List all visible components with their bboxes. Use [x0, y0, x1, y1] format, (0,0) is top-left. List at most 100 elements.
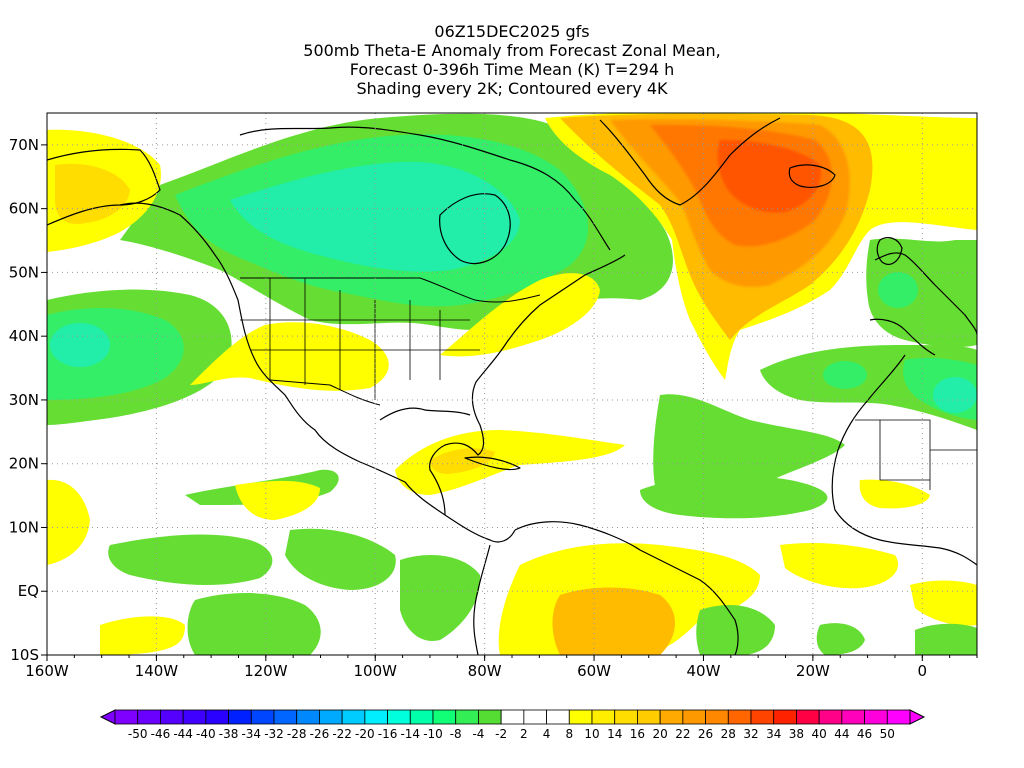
- colorbar-swatch: [886, 709, 911, 725]
- colorbar-label: 44: [834, 727, 849, 741]
- colorbar-swatch: [818, 709, 843, 725]
- shade-redorange-greenland: [717, 140, 821, 213]
- shade-yellow-caribbean: [395, 430, 625, 495]
- colorbar-swatch: [796, 709, 820, 725]
- shade-green-europe: [866, 238, 977, 348]
- colorbar-swatch: [773, 709, 797, 725]
- shade-teal-europe: [878, 272, 918, 308]
- shade-aqua-africa: [933, 377, 977, 413]
- lat-tick-label: 10S: [10, 646, 39, 664]
- lon-tick-label: 140W: [135, 662, 179, 680]
- colorbar-label: -26: [310, 727, 330, 741]
- shade-green-atl-mid: [816, 623, 865, 655]
- colorbar-label: 50: [880, 727, 895, 741]
- colorbar-swatch: [500, 709, 525, 725]
- colorbar-swatch: [455, 709, 479, 725]
- shade-aqua-canada: [230, 161, 520, 272]
- colorbar-label: -50: [128, 727, 148, 741]
- colorbar-label: 16: [630, 727, 645, 741]
- shade-yellow-eqpac-w: [47, 479, 90, 565]
- shade-yellow-sahel: [859, 479, 930, 509]
- colorbar-swatch: [523, 709, 547, 725]
- colorbar-label: 46: [857, 727, 872, 741]
- colorbar-label: -22: [332, 727, 352, 741]
- shade-green-gulfguinea: [915, 623, 977, 655]
- colorbar-label: 10: [584, 727, 599, 741]
- anomaly-shading: [47, 113, 977, 655]
- shade-yellow-eqpac-sw: [100, 616, 185, 655]
- colorbar-label: 26: [698, 727, 713, 741]
- colorbar-label: -46: [151, 727, 171, 741]
- colorbar-label: -32: [264, 727, 284, 741]
- lon-tick-label: 0: [918, 662, 928, 680]
- colorbar-swatch: [750, 709, 775, 725]
- coast-cuba: [464, 456, 521, 471]
- colorbar-swatch: [682, 709, 706, 725]
- colorbar-arrow-left: [99, 709, 116, 725]
- colorbar-label: -44: [173, 727, 193, 741]
- colorbar-label: -8: [450, 727, 462, 741]
- grid-lines: [47, 113, 977, 655]
- colorbar-label: 32: [743, 727, 758, 741]
- colorbar-swatch: [182, 709, 207, 725]
- chart-titles: 06Z15DEC2025 gfs 500mb Theta-E Anomaly f…: [0, 22, 1024, 98]
- colorbar-label: 8: [565, 727, 573, 741]
- shade-green-eqpac-2: [187, 593, 321, 655]
- coast-british-isles: [876, 237, 903, 265]
- axes: 160W 140W 120W 100W 80W 60W 40W 20W 0 10S EQ 10N 20N…: [9, 136, 978, 680]
- shade-yellow-africa-w: [910, 580, 977, 626]
- shade-yellow-tropepac: [235, 480, 320, 520]
- border-us-canada: [240, 277, 541, 303]
- colorbar-swatch: [637, 709, 661, 725]
- coast-gulf: [379, 407, 471, 421]
- colorbar-swatch: [568, 709, 593, 725]
- coast-hudson-bay: [439, 193, 511, 265]
- lat-tick-label: 50N: [9, 263, 39, 281]
- border-states-1: [240, 278, 480, 400]
- coast-south-america: [514, 521, 739, 655]
- colorbar-swatch: [546, 709, 570, 725]
- shade-aqua-pacific: [50, 323, 110, 367]
- lon-tick-label: 80W: [468, 662, 502, 680]
- colorbar-swatch: [250, 709, 275, 725]
- colorbar-label: 20: [653, 727, 668, 741]
- shade-yellow-eatl: [780, 543, 899, 589]
- colorbar-label: -4: [472, 727, 484, 741]
- coast-europe: [874, 252, 977, 336]
- colorbar-swatch: [319, 709, 343, 725]
- colorbar-label: 40: [812, 727, 827, 741]
- colorbar-swatch: [478, 709, 502, 725]
- colorbar-label: 28: [721, 727, 736, 741]
- colorbar-swatch: [114, 709, 139, 725]
- lat-tick-label: 20N: [9, 455, 39, 473]
- lat-tick-label: 10N: [9, 518, 39, 536]
- colorbar-label: -16: [378, 727, 398, 741]
- title-line-1: 06Z15DEC2025 gfs: [434, 22, 590, 41]
- coast-greenland: [599, 117, 781, 206]
- border-us-mexico: [269, 379, 381, 406]
- colorbar-swatch: [296, 709, 320, 725]
- coast-iberia: [869, 318, 936, 356]
- colorbar-swatch: [591, 709, 616, 725]
- coast-south-america-west: [473, 544, 491, 655]
- colorbar-label: 2: [520, 727, 528, 741]
- colorbar-label: 38: [789, 727, 804, 741]
- colorbar-label: 14: [607, 727, 622, 741]
- border-africa: [855, 419, 977, 490]
- coast-namerica-east: [429, 254, 626, 516]
- colorbar-arrow-right: [909, 709, 926, 725]
- shade-teal-atlantic: [823, 361, 867, 389]
- colorbar-label: -40: [196, 727, 216, 741]
- colorbar-swatch: [659, 709, 684, 725]
- shade-green-satl: [696, 605, 775, 655]
- lat-tick-label: 70N: [9, 136, 39, 154]
- shade-yellow-neus: [440, 273, 600, 357]
- lon-tick-label: 40W: [687, 662, 721, 680]
- colorbar-swatch: [705, 709, 729, 725]
- colorbar-swatch: [137, 709, 161, 725]
- coast-namerica-west: [47, 202, 446, 516]
- colorbar-label: -38: [219, 727, 239, 741]
- colorbar-swatch: [205, 709, 229, 725]
- lat-tick-label: 30N: [9, 391, 39, 409]
